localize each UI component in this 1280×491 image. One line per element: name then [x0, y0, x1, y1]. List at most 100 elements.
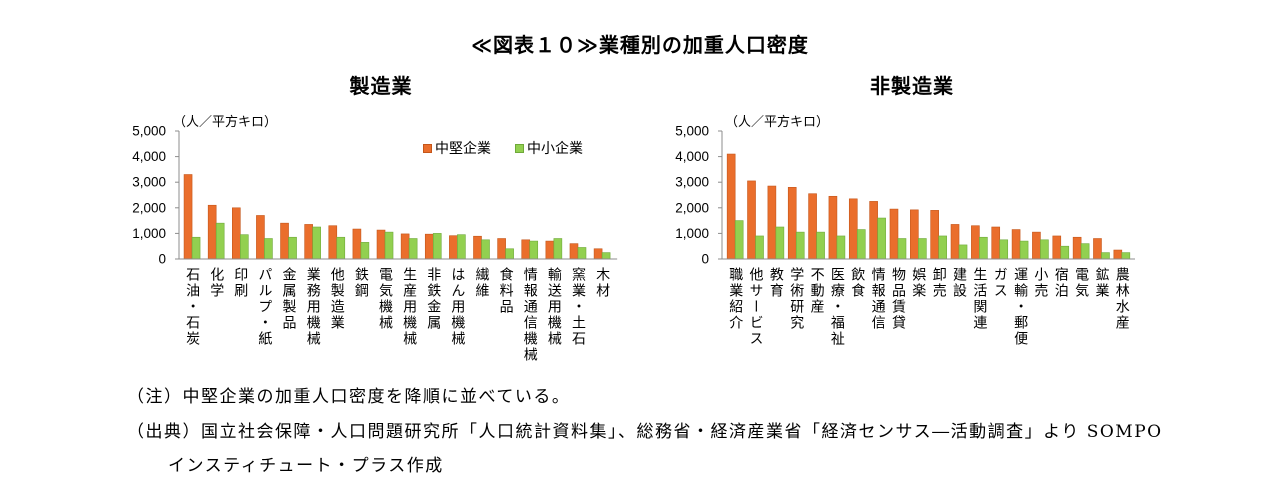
bar-small-size-20: [1121, 252, 1131, 260]
bar-mid-size-4: [787, 187, 797, 260]
y-tick-label: 3,000: [675, 175, 709, 190]
note-text: （注）中堅企業の加重人口密度を降順に並べている。: [127, 387, 571, 407]
bar-small-size-14: [505, 248, 514, 260]
bar-mid-size-3: [232, 207, 241, 260]
y-tick-label: 1,000: [675, 226, 709, 241]
bar-mid-size-1: [183, 174, 193, 260]
bar-mid-size-1: [726, 153, 736, 260]
bar-small-size-2: [215, 222, 225, 260]
bar-small-size-8: [360, 242, 370, 260]
x-category-label: 食料品: [497, 267, 514, 315]
bar-mid-size-13: [971, 225, 980, 260]
bar-mid-size-14: [497, 238, 506, 260]
bar-small-size-4: [795, 231, 805, 260]
x-category-label: 物品賃貸: [890, 267, 906, 331]
chart-legend: 中堅企業 中小企業: [423, 138, 583, 158]
x-category-label: 鉱業: [1093, 267, 1110, 299]
bar-small-size-7: [336, 236, 346, 260]
bar-mid-size-15: [521, 239, 531, 260]
bar-small-size-17: [577, 247, 587, 260]
bar-small-size-18: [1080, 243, 1090, 260]
x-category-label: 宿泊: [1052, 267, 1069, 299]
bar-mid-size-3: [767, 185, 777, 260]
bar-mid-size-6: [828, 195, 838, 260]
bar-mid-size-17: [569, 243, 579, 260]
y-tick-label: 1,000: [132, 226, 166, 241]
x-category-label: 繊維: [473, 267, 490, 299]
bar-small-size-1: [734, 220, 744, 260]
bar-mid-size-12: [449, 235, 458, 260]
legend-item-small-size: 中小企業: [515, 138, 583, 158]
bar-small-size-16: [553, 238, 563, 260]
y-axis-unit-label-manufacturing: （人／平方キロ）: [173, 115, 278, 130]
bar-mid-size-6: [304, 224, 313, 260]
x-category-label: 窯業・土石: [570, 267, 586, 347]
source-text-line-1: （出典）国立社会保障・人口問題研究所「人口統計資料集」、総務省・経済産業省「経済…: [127, 422, 1163, 442]
bar-small-size-3: [240, 234, 249, 260]
x-category-label: 他サービス: [747, 267, 764, 347]
x-category-label: 鉄鋼: [352, 267, 369, 299]
bar-mid-size-19: [1093, 238, 1102, 260]
x-category-label: 輸送用機械: [545, 267, 562, 347]
legend-label-mid-size: 中堅企業: [435, 141, 491, 157]
bar-mid-size-17: [1052, 235, 1062, 260]
bar-mid-size-20: [1113, 249, 1123, 260]
x-category-label: ガス: [991, 267, 1008, 299]
bar-mid-size-10: [910, 209, 919, 260]
x-category-label: 卸売: [930, 267, 947, 299]
x-category-label: 不動産: [808, 267, 825, 315]
x-category-label: 金属製品: [280, 267, 297, 331]
y-tick-label: 0: [158, 252, 166, 267]
y-tick-label: 3,000: [132, 175, 166, 190]
x-category-label: 印刷: [232, 267, 249, 299]
bar-mid-size-8: [352, 228, 362, 260]
bar-small-size-6: [312, 226, 321, 260]
x-category-label: 小売: [1032, 267, 1049, 299]
bar-small-size-16: [1040, 239, 1049, 260]
bar-small-size-3: [775, 226, 785, 260]
y-tick-label: 4,000: [675, 149, 709, 164]
x-category-label: 教育: [767, 267, 784, 299]
x-category-label: 運輸・郵便: [1012, 267, 1029, 347]
bar-mid-size-11: [424, 233, 434, 260]
x-category-label: パルプ・紙: [256, 267, 273, 347]
x-category-label: 飲食: [849, 267, 866, 299]
x-category-label: 業務用機械: [304, 267, 321, 347]
bar-mid-size-16: [545, 240, 555, 260]
bar-small-size-9: [384, 231, 394, 260]
x-category-label: 農林水産: [1113, 267, 1130, 331]
bar-small-size-6: [836, 235, 846, 260]
bar-mid-size-2: [207, 204, 217, 260]
bar-mid-size-14: [991, 226, 1001, 260]
x-category-label: 非鉄金属: [425, 267, 442, 331]
bar-mid-size-10: [400, 233, 410, 260]
bar-mid-size-7: [848, 198, 858, 260]
bar-small-size-13: [481, 239, 490, 260]
x-category-label: 医療・福祉: [828, 267, 845, 347]
bar-small-size-4: [264, 238, 273, 260]
x-category-label: 情報通信: [869, 267, 886, 331]
bar-mid-size-4: [256, 215, 265, 260]
bar-mid-size-15: [1011, 229, 1021, 260]
bar-small-size-17: [1060, 245, 1070, 260]
bar-mid-size-18: [1072, 236, 1082, 260]
bar-small-size-1: [191, 236, 201, 260]
x-category-label: 他製造業: [328, 267, 345, 331]
x-category-label: 化学: [208, 267, 225, 299]
bar-mid-size-8: [869, 201, 878, 260]
x-category-label: 電気機械: [377, 267, 393, 331]
x-category-label: 生活関連: [971, 267, 988, 331]
bar-small-size-8: [877, 217, 886, 260]
bar-small-size-5: [816, 231, 825, 260]
y-tick-label: 4,000: [132, 149, 166, 164]
bar-mid-size-16: [1032, 231, 1041, 260]
x-category-label: 木材: [594, 267, 611, 299]
x-category-label: 石油・石炭: [184, 267, 201, 347]
chart-title-non-manufacturing: 非製造業: [870, 74, 954, 98]
bar-small-size-10: [918, 238, 927, 260]
bar-mid-size-2: [747, 180, 756, 260]
y-axis-unit-label-non-manufacturing: （人／平方キロ）: [725, 115, 830, 130]
bar-mid-size-5: [280, 222, 289, 260]
